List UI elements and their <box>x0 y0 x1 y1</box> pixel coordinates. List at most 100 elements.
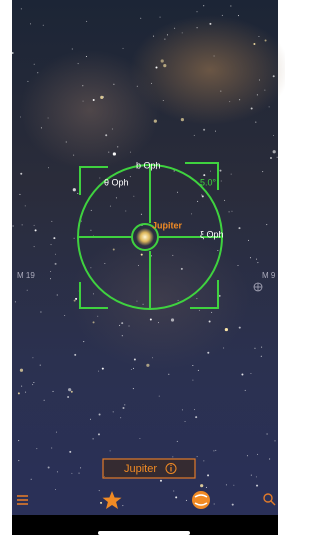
star <box>82 85 83 86</box>
star <box>171 318 174 321</box>
star <box>182 32 183 33</box>
star <box>141 214 142 215</box>
star <box>113 152 116 155</box>
star <box>79 473 80 474</box>
star <box>57 295 58 296</box>
star <box>137 86 138 87</box>
star <box>36 448 37 449</box>
star <box>259 80 260 81</box>
star <box>191 213 192 214</box>
star <box>214 504 215 505</box>
star <box>269 106 270 107</box>
star <box>113 411 114 412</box>
star <box>274 440 275 441</box>
star <box>43 25 44 26</box>
star <box>261 347 262 348</box>
star <box>103 97 104 98</box>
star <box>57 471 58 472</box>
star <box>200 484 203 487</box>
star <box>133 368 134 369</box>
star <box>174 170 175 171</box>
star <box>198 370 199 371</box>
star <box>248 240 249 241</box>
dso-label: M 19 <box>17 271 35 280</box>
star <box>34 246 35 247</box>
star <box>100 96 103 99</box>
star <box>99 177 100 178</box>
star <box>168 374 169 375</box>
star <box>213 450 214 451</box>
star <box>220 91 221 92</box>
star <box>30 23 31 24</box>
star <box>251 107 253 109</box>
star <box>133 196 134 197</box>
star <box>93 99 95 101</box>
star <box>99 414 101 416</box>
fov-label: 5.0° <box>200 177 217 187</box>
star <box>119 325 120 326</box>
star <box>97 316 98 317</box>
star <box>202 195 204 197</box>
star <box>229 101 230 102</box>
star <box>273 135 274 136</box>
star <box>226 484 227 485</box>
sky-mode-button[interactable] <box>192 491 210 509</box>
star <box>136 301 137 302</box>
star <box>241 373 243 375</box>
star <box>102 368 104 370</box>
star <box>224 200 225 201</box>
star <box>75 298 77 300</box>
info-icon <box>170 465 171 466</box>
star <box>98 433 100 435</box>
star <box>117 146 118 147</box>
star <box>203 129 205 131</box>
star <box>44 400 45 401</box>
star <box>197 456 198 457</box>
star <box>258 36 259 37</box>
star <box>27 290 28 291</box>
star <box>209 321 211 323</box>
selection-button[interactable]: Jupiter <box>103 459 195 478</box>
star <box>194 135 195 136</box>
star <box>83 341 84 342</box>
star <box>64 315 65 316</box>
star <box>51 447 52 448</box>
star <box>40 365 41 366</box>
star <box>33 382 34 383</box>
star <box>139 438 140 439</box>
star <box>27 81 28 82</box>
star <box>93 293 94 294</box>
star <box>230 5 231 6</box>
star <box>238 227 240 229</box>
star <box>174 28 175 29</box>
star <box>20 369 23 372</box>
star <box>86 56 87 57</box>
star <box>229 211 230 212</box>
star <box>123 48 124 49</box>
star <box>104 263 105 264</box>
jupiter[interactable] <box>136 228 154 246</box>
star <box>112 129 113 130</box>
star <box>214 56 215 57</box>
star <box>32 357 33 358</box>
star <box>239 327 241 329</box>
star <box>93 321 95 323</box>
star <box>22 224 23 225</box>
star <box>83 101 84 102</box>
star <box>192 380 193 381</box>
star <box>194 409 195 410</box>
star <box>12 52 14 54</box>
star <box>255 122 256 123</box>
star <box>256 485 258 487</box>
star <box>238 15 239 16</box>
star <box>250 373 251 374</box>
star <box>51 221 52 222</box>
app-screen: b Oph θ Oph 5.0° Jupiter ξ Oph M 19 M 9 … <box>0 0 285 535</box>
star <box>124 404 125 405</box>
star <box>32 384 33 385</box>
star <box>215 450 216 451</box>
star <box>163 100 164 101</box>
star <box>158 322 159 323</box>
star <box>125 210 126 211</box>
star <box>48 167 49 168</box>
